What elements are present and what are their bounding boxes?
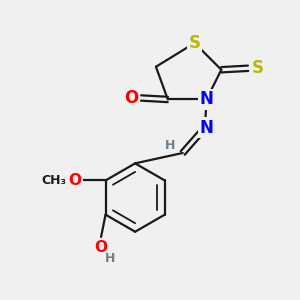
Text: H: H — [165, 139, 175, 152]
Text: O: O — [94, 240, 108, 255]
Text: S: S — [252, 59, 264, 77]
Text: H: H — [105, 252, 115, 265]
Text: N: N — [200, 119, 213, 137]
Text: O: O — [68, 173, 81, 188]
Text: O: O — [124, 89, 139, 107]
Text: S: S — [189, 34, 201, 52]
Text: CH₃: CH₃ — [41, 174, 66, 187]
Text: N: N — [200, 91, 213, 109]
